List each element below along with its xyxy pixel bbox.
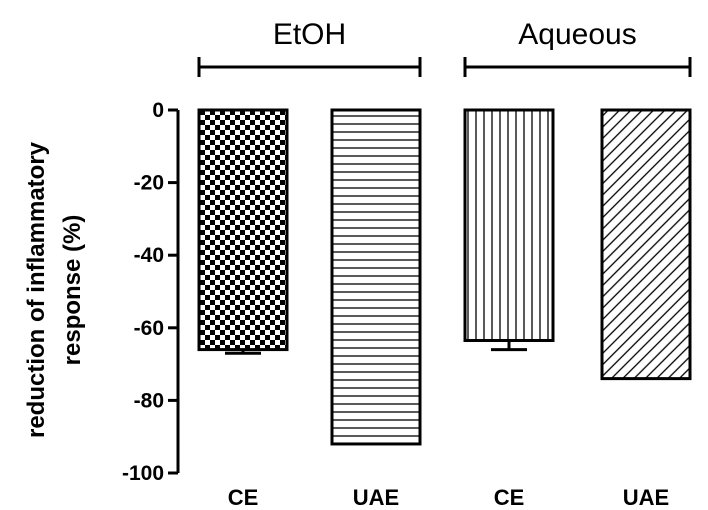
x-tick-labels: CE UAE CE UAE xyxy=(228,485,670,510)
x-tick-label: UAE xyxy=(623,485,669,510)
y-axis-label-line-1: reduction of inflammatory xyxy=(23,141,50,438)
y-axis: 0 -20 -40 -60 -80 -100 xyxy=(122,99,180,485)
y-axis-label: reduction of inflammatory response (%) xyxy=(23,141,86,438)
bar-ce-3 xyxy=(463,108,555,343)
x-tick-label: CE xyxy=(494,485,525,510)
group-label-etoh: EtOH xyxy=(273,18,346,51)
y-tick-label: 0 xyxy=(152,99,164,122)
y-axis-label-line-2: response (%) xyxy=(59,215,86,366)
x-tick-label: UAE xyxy=(353,485,399,510)
x-tick-label: CE xyxy=(228,485,259,510)
bar-uae-4 xyxy=(600,108,692,381)
y-tick-label: -20 xyxy=(134,172,164,195)
y-tick-label: -40 xyxy=(134,244,164,267)
group-label-aqueous: Aqueous xyxy=(518,18,636,51)
bar-ce-1 xyxy=(197,108,289,352)
y-tick-label: -100 xyxy=(122,462,164,485)
group-brackets: EtOH Aqueous xyxy=(197,18,692,77)
y-tick-label: -80 xyxy=(134,389,164,412)
y-tick-label: -60 xyxy=(134,317,164,340)
bar-uae-2 xyxy=(330,108,422,446)
bars xyxy=(197,108,692,446)
